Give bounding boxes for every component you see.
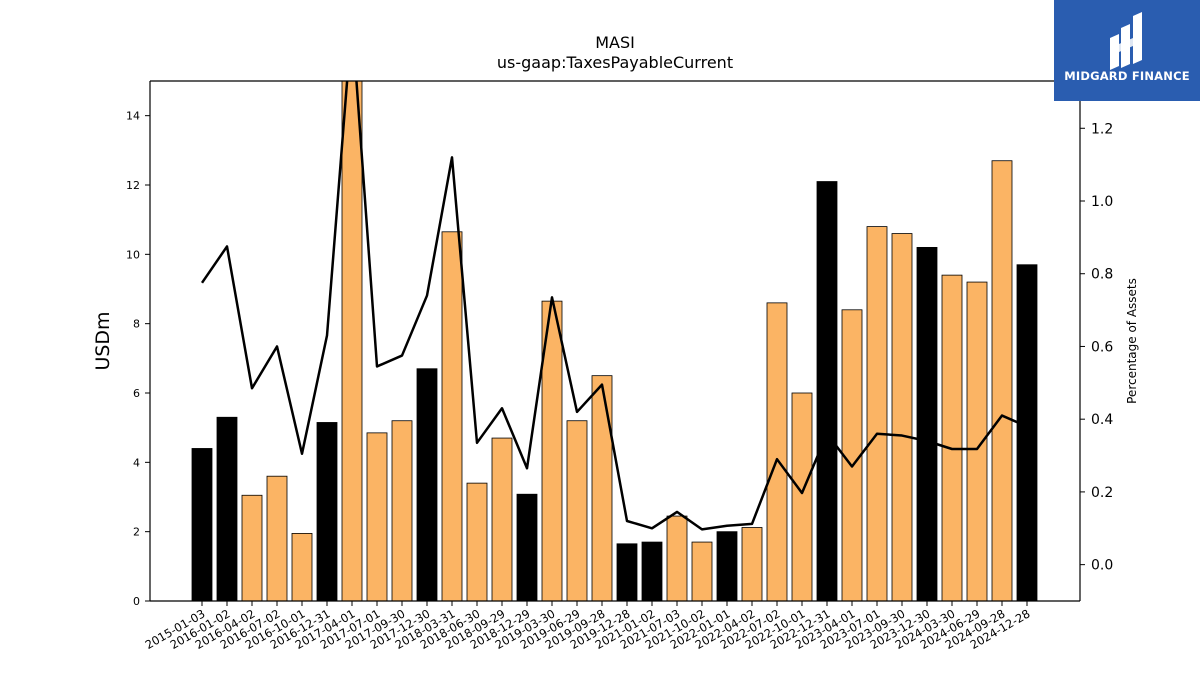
bar	[466, 482, 488, 602]
bar	[416, 368, 438, 602]
y-tick-label: 4	[133, 456, 140, 469]
bar	[516, 493, 538, 602]
bar	[766, 302, 788, 602]
midgard-logo-icon	[1110, 12, 1142, 70]
y2-tick-label: 0.6	[1091, 339, 1113, 355]
bar	[816, 181, 838, 602]
y2-tick-label: 0.0	[1091, 558, 1113, 574]
y2-axis-label: Percentage of Assets	[1125, 278, 1139, 404]
bar	[866, 226, 888, 602]
y2-tick-label: 0.4	[1091, 412, 1113, 428]
bar	[991, 160, 1013, 602]
y-tick-label: 14	[126, 110, 140, 123]
y-tick-label: 12	[126, 179, 140, 192]
bar	[616, 543, 638, 602]
y-tick-label: 10	[126, 248, 140, 261]
y-tick-label: 8	[133, 318, 140, 331]
bar	[641, 541, 663, 602]
bar	[441, 231, 463, 602]
bar	[1016, 264, 1038, 602]
bar	[291, 533, 313, 602]
y-tick-label: 6	[133, 387, 140, 400]
logo-text: MIDGARD FINANCE	[1064, 69, 1190, 83]
y2-tick-label: 0.8	[1091, 267, 1113, 283]
bar	[341, 80, 363, 602]
y-axis-label: USDm	[92, 311, 114, 370]
bar	[691, 541, 713, 602]
bar	[266, 475, 288, 602]
bar	[916, 246, 938, 602]
series-line	[200, 81, 1028, 531]
bar	[391, 420, 413, 602]
bar	[566, 420, 588, 602]
bar	[716, 531, 738, 602]
y-tick-label: 2	[133, 526, 140, 539]
bar	[366, 432, 388, 602]
bar	[241, 494, 263, 602]
bar	[316, 422, 338, 602]
bar	[891, 233, 913, 602]
bar	[491, 437, 513, 602]
chart-title: MASI	[595, 33, 635, 52]
y2-tick-label: 0.2	[1091, 485, 1113, 501]
y-tick-label: 0	[133, 595, 140, 608]
bar	[791, 392, 813, 602]
y2-tick-label: 1.0	[1091, 194, 1113, 210]
chart-subtitle: us-gaap:TaxesPayableCurrent	[497, 53, 733, 72]
bar	[191, 448, 213, 602]
logo: MIDGARD FINANCE	[1054, 0, 1200, 101]
bar	[941, 274, 963, 602]
plot-area: 024681012140.00.20.40.60.81.01.22015-01-…	[126, 80, 1113, 652]
bar	[666, 515, 688, 602]
bar	[591, 375, 613, 602]
y2-tick-label: 1.2	[1091, 121, 1113, 137]
bar	[741, 527, 763, 602]
bar	[216, 416, 238, 602]
